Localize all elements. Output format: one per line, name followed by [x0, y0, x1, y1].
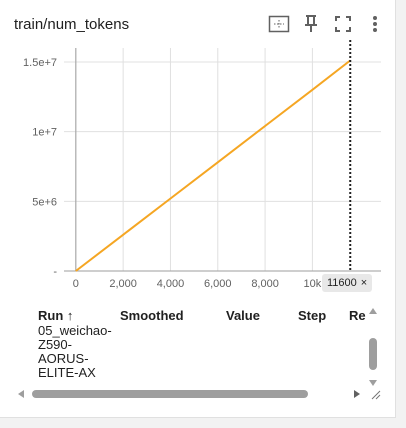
x-tick-label: 6,000 — [204, 278, 232, 290]
step-chip-label: 11600 — [327, 277, 357, 289]
series-lines — [75, 59, 351, 272]
axes — [64, 48, 381, 272]
close-icon[interactable]: × — [360, 277, 368, 289]
pin-button[interactable] — [295, 12, 327, 36]
y-tick-label: 5e+6 — [32, 196, 57, 208]
x-tick-label: 0 — [73, 278, 79, 290]
y-tick-labels: - 5e+6 1e+7 1.5e+7 — [23, 57, 57, 278]
series-line — [75, 59, 351, 272]
y-tick-label: 1.5e+7 — [23, 57, 57, 69]
resize-grip-icon[interactable] — [369, 388, 381, 400]
horizontal-scrollbar[interactable] — [16, 388, 366, 400]
vertical-scroll-thumb[interactable] — [369, 338, 377, 370]
x-tick-label: 2,000 — [109, 278, 137, 290]
line-chart[interactable]: 0 2,000 4,000 6,000 8,000 10k - 5e+6 1e+7 1.5e+7 — [0, 40, 396, 290]
card-toolbar — [263, 12, 391, 36]
y-tick-label: - — [53, 266, 57, 278]
x-tick-label: 4,000 — [157, 278, 185, 290]
fit-domain-button[interactable] — [263, 12, 295, 36]
column-header-value[interactable]: Value — [226, 308, 260, 323]
data-table: Run ↑ Smoothed Value Step Re 05_weichao-… — [0, 300, 396, 418]
column-header-relative[interactable]: Re — [349, 308, 366, 323]
column-header-smoothed[interactable]: Smoothed — [120, 308, 184, 323]
step-chip[interactable]: 11600 × — [322, 274, 373, 292]
fullscreen-button[interactable] — [327, 12, 359, 36]
more-options-button[interactable] — [359, 12, 391, 36]
scroll-right-icon[interactable] — [352, 389, 362, 399]
table-header: Run ↑ Smoothed Value Step Re — [0, 308, 370, 324]
sort-ascending-icon: ↑ — [66, 308, 74, 323]
y-tick-label: 1e+7 — [32, 127, 57, 139]
card-title: train/num_tokens — [14, 16, 130, 33]
column-header-step[interactable]: Step — [298, 308, 327, 323]
fullscreen-icon — [335, 16, 351, 32]
fit-domain-icon — [268, 15, 290, 33]
x-tick-label: 8,000 — [251, 278, 279, 290]
pin-icon — [305, 15, 317, 32]
scroll-up-icon[interactable] — [368, 306, 378, 316]
horizontal-scroll-thumb[interactable] — [32, 390, 308, 398]
more-vert-icon — [373, 16, 377, 32]
run-name: 05_weichao-Z590-AORUS-ELITE-AX — [38, 323, 112, 380]
scroll-down-icon[interactable] — [368, 378, 378, 388]
column-header-run[interactable]: Run ↑ — [38, 308, 74, 323]
scroll-left-icon[interactable] — [16, 389, 26, 399]
vertical-scrollbar[interactable] — [366, 304, 380, 390]
scalar-card: train/num_tokens — [0, 0, 396, 418]
table-row: 05_weichao-Z590-AORUS-ELITE-AX — [38, 324, 118, 380]
x-tick-labels: 0 2,000 4,000 6,000 8,000 10k — [73, 278, 322, 290]
x-tick-label: 10k — [304, 278, 322, 290]
